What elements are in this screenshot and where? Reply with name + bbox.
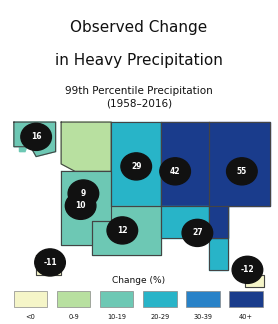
Text: Observed Change: Observed Change bbox=[70, 20, 208, 35]
Text: (1958–2016): (1958–2016) bbox=[106, 98, 172, 109]
Text: -11: -11 bbox=[43, 258, 57, 267]
Circle shape bbox=[182, 219, 213, 247]
FancyBboxPatch shape bbox=[14, 291, 47, 307]
Text: 42: 42 bbox=[170, 167, 180, 176]
Text: 55: 55 bbox=[237, 167, 247, 176]
Circle shape bbox=[21, 123, 51, 150]
Text: in Heavy Precipitation: in Heavy Precipitation bbox=[55, 53, 223, 68]
Text: Change (%): Change (%) bbox=[112, 276, 166, 285]
Polygon shape bbox=[92, 206, 161, 255]
Circle shape bbox=[121, 153, 152, 180]
Text: 10: 10 bbox=[75, 201, 86, 210]
Text: <0: <0 bbox=[26, 314, 36, 319]
Polygon shape bbox=[208, 122, 270, 238]
Text: 40+: 40+ bbox=[239, 314, 253, 319]
FancyBboxPatch shape bbox=[186, 291, 220, 307]
FancyBboxPatch shape bbox=[229, 291, 263, 307]
Text: 20-29: 20-29 bbox=[150, 314, 170, 319]
Text: 29: 29 bbox=[131, 162, 142, 171]
FancyBboxPatch shape bbox=[100, 291, 133, 307]
Circle shape bbox=[68, 180, 99, 207]
Polygon shape bbox=[161, 122, 208, 206]
Circle shape bbox=[35, 249, 65, 276]
Polygon shape bbox=[61, 122, 111, 171]
Polygon shape bbox=[36, 255, 61, 275]
Text: 30-39: 30-39 bbox=[193, 314, 212, 319]
Polygon shape bbox=[161, 206, 228, 270]
Circle shape bbox=[160, 158, 190, 185]
Circle shape bbox=[107, 217, 138, 244]
Text: 10-19: 10-19 bbox=[107, 314, 126, 319]
FancyBboxPatch shape bbox=[143, 291, 177, 307]
Circle shape bbox=[232, 256, 263, 284]
Polygon shape bbox=[111, 122, 161, 206]
FancyBboxPatch shape bbox=[57, 291, 90, 307]
Text: 12: 12 bbox=[117, 226, 128, 235]
Polygon shape bbox=[19, 144, 28, 152]
Polygon shape bbox=[14, 122, 56, 156]
Circle shape bbox=[65, 192, 96, 219]
Circle shape bbox=[227, 158, 257, 185]
Text: 99th Percentile Precipitation: 99th Percentile Precipitation bbox=[65, 86, 213, 96]
Text: 16: 16 bbox=[31, 133, 41, 141]
Text: 9: 9 bbox=[81, 189, 86, 198]
Text: 27: 27 bbox=[192, 228, 203, 237]
Polygon shape bbox=[61, 171, 111, 245]
Text: -12: -12 bbox=[240, 265, 254, 274]
Polygon shape bbox=[245, 275, 264, 287]
Text: 0-9: 0-9 bbox=[68, 314, 79, 319]
